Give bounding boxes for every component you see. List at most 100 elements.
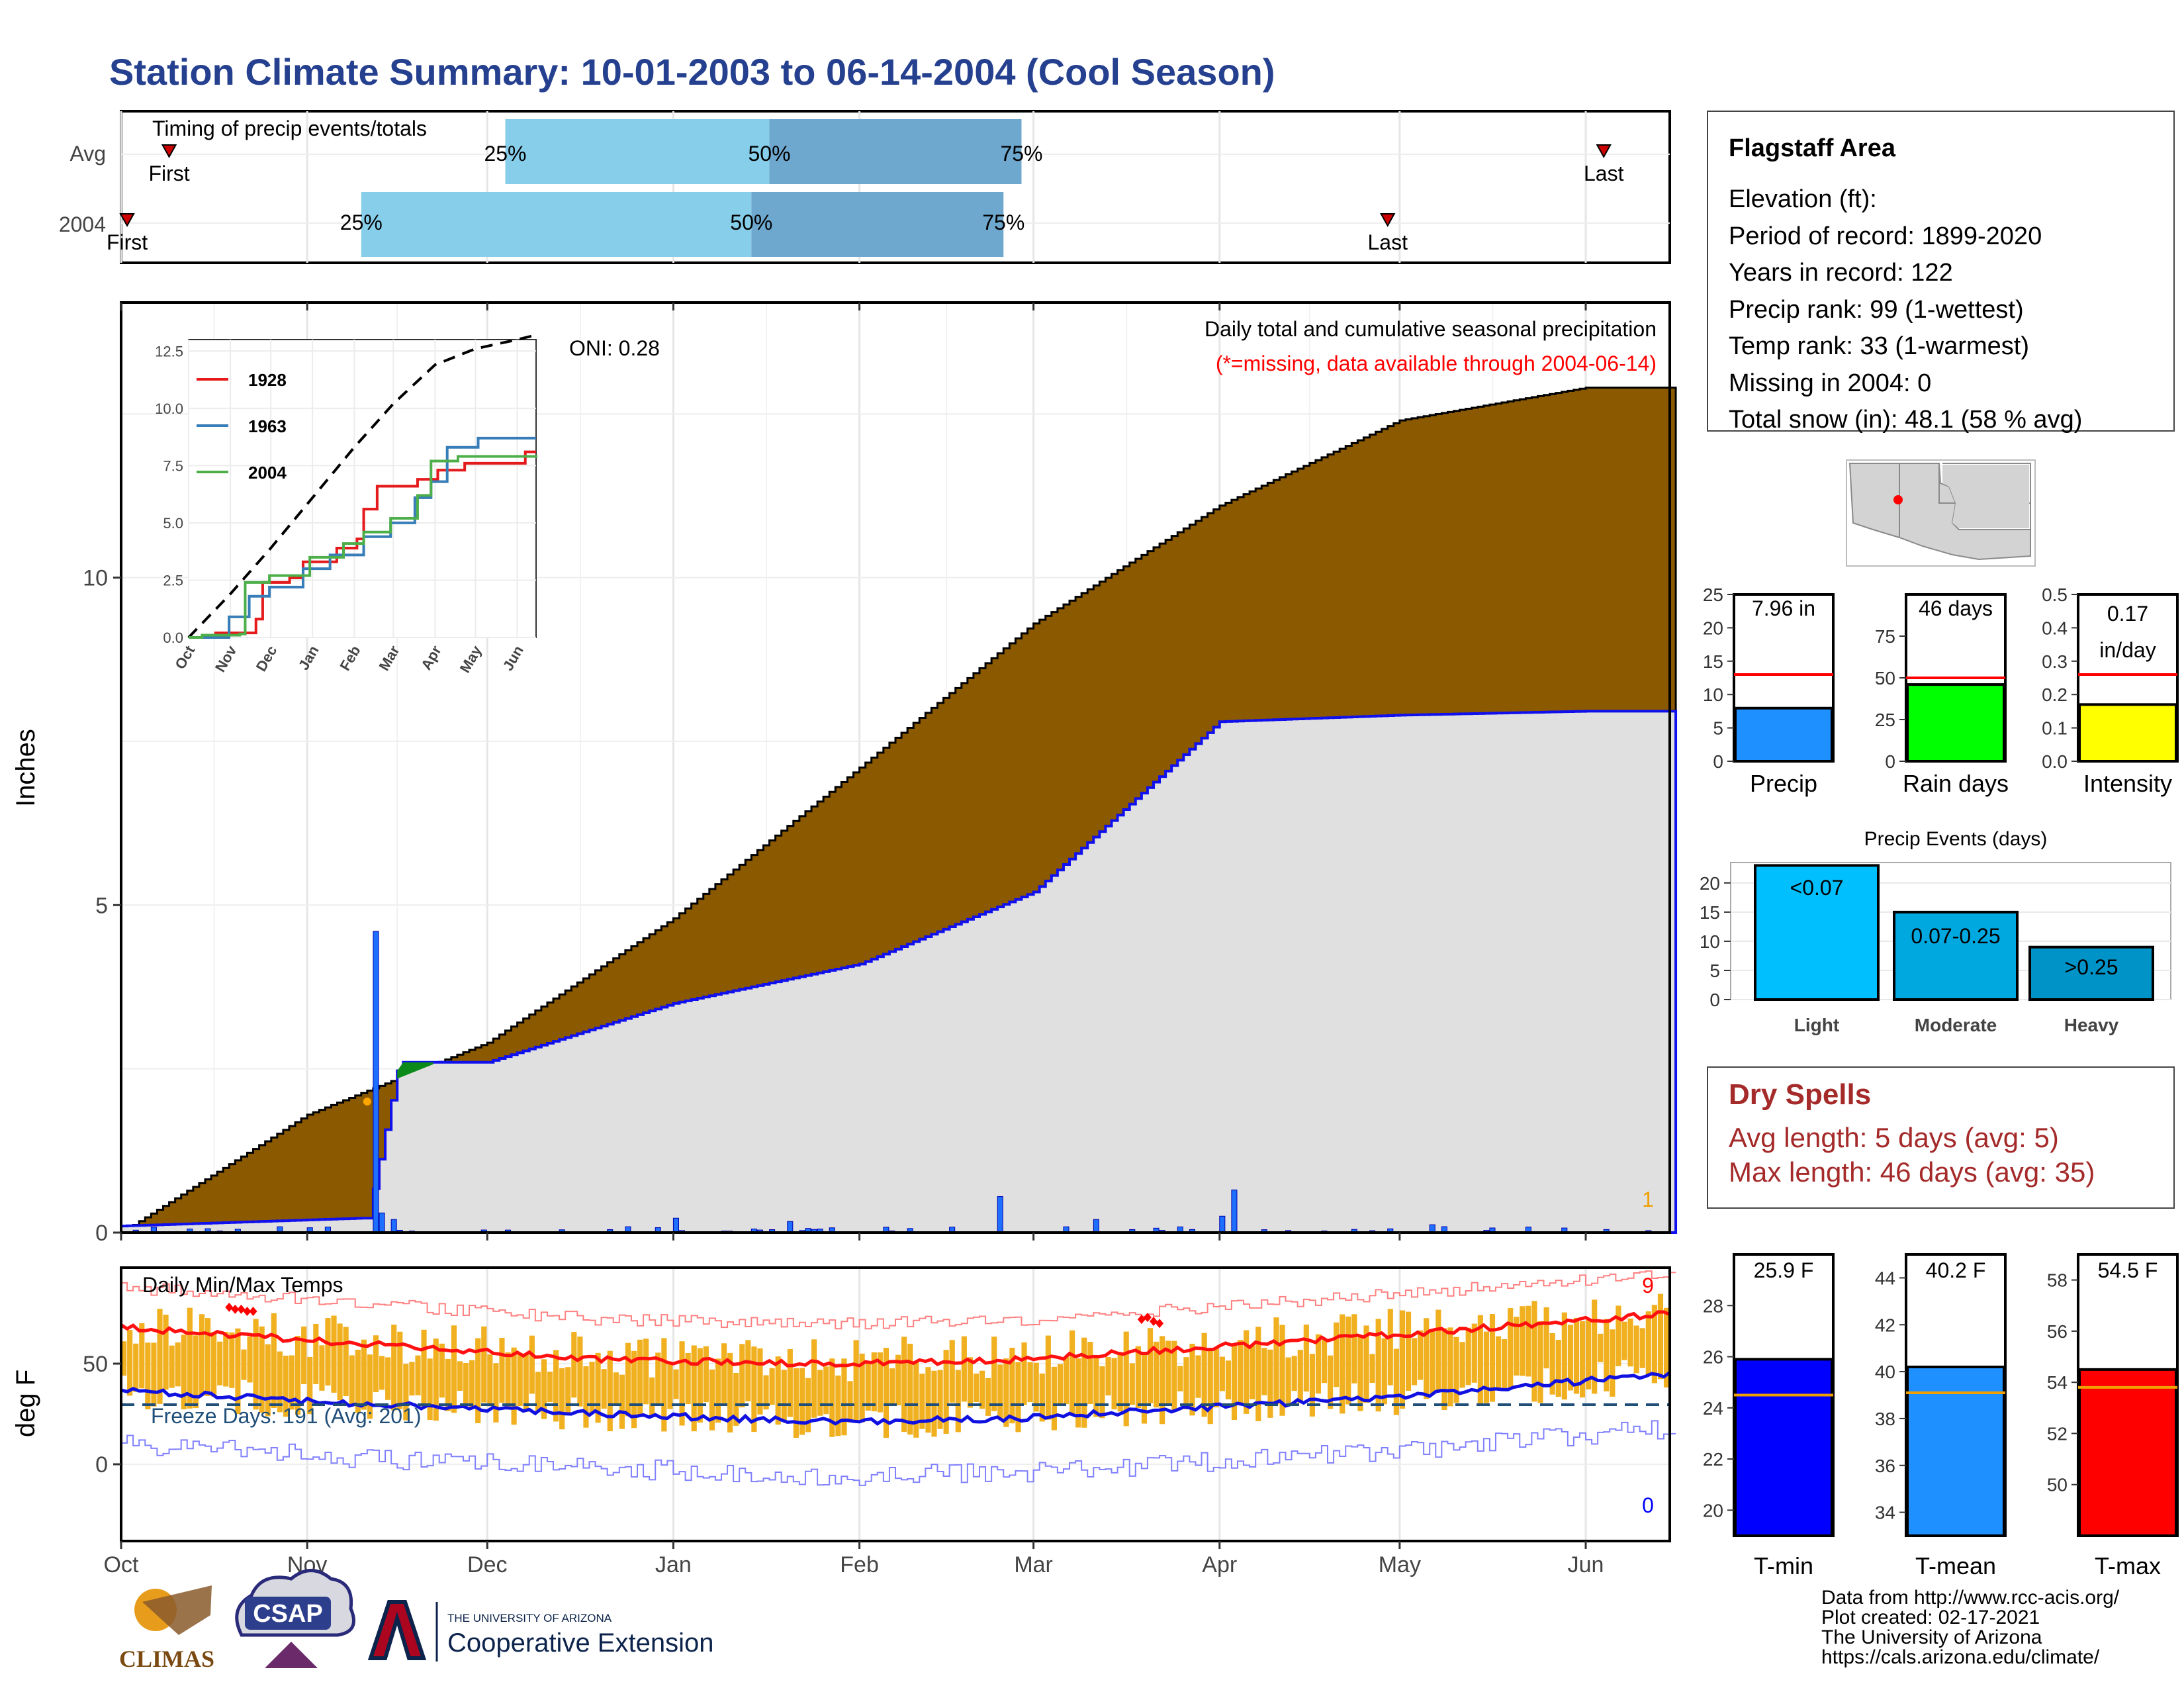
daily-temp-bar [1531,1301,1537,1402]
daily-temp-bar [1657,1293,1664,1380]
daily-temp-bar [265,1344,271,1417]
daily-temp-bar [1255,1327,1261,1421]
timing-label-75: 75% [1000,142,1042,165]
daily-temp-bar [433,1338,439,1421]
daily-temp-bar [1183,1357,1189,1409]
footer-line-created: Plot created: 02-17-2021 [1821,1607,2040,1628]
daily-temp-bar [823,1366,829,1415]
temp-panel: 0 50 Daily Min/Max Temps Freeze Days: 191… [11,1266,1676,1542]
daily-temp-bar [469,1360,475,1409]
stat-bar-ytick-label: 0 [1713,751,1723,772]
daily-temp-bar [949,1340,955,1403]
daily-temp-bar [1537,1321,1543,1403]
timing-marker-last-icon [1596,144,1612,159]
daily-temp-bar [1375,1319,1381,1412]
daily-temp-bar [1489,1314,1496,1402]
daily-temp-bar [1615,1305,1621,1366]
timing-label-25: 25% [484,142,526,165]
temp-bar-ytick-label: 24 [1703,1398,1723,1419]
daily-temp-bar [1027,1362,1033,1403]
month-tick-label: Jan [655,1552,692,1577]
temp-ylabel: deg F [11,1370,40,1437]
daily-temp-bar [595,1352,601,1423]
daily-temp-bar [637,1339,643,1417]
daily-temp-bar [1261,1348,1267,1395]
daily-temp-bar [1592,1299,1598,1394]
temp-bar-ytick-label: 26 [1703,1347,1723,1368]
daily-temp-bar [1610,1329,1615,1397]
daily-temp-bar [889,1368,895,1403]
timing-bar-50-75 [769,119,1022,184]
daily-temp-bar [1453,1336,1459,1403]
timing-panel-title: Timing of precip events/totals [152,117,427,140]
daily-temp-bar [391,1325,397,1411]
month-tick-label: Dec [467,1552,507,1577]
daily-temp-bar [835,1375,841,1436]
daily-temp-bar [1154,1341,1160,1408]
timing-panel: 25% 50% 75% First Last 25% 50% 75% First Last Tim… [59,110,1671,264]
daily-temp-bar [1309,1354,1315,1417]
record-high-markers [225,1302,1164,1329]
daily-temp-bar [343,1327,349,1396]
daily-temp-bar [1045,1335,1051,1420]
daily-temp-bar [1334,1322,1340,1387]
daily-temp-bar [787,1349,793,1417]
freeze-days-label: Freeze Days: 191 (Avg: 201) [151,1404,422,1428]
daily-temp-bar [877,1352,883,1413]
precip-event-bar [1754,864,1880,1002]
daily-temp-bar [793,1368,799,1438]
temp-ytick-label: 50 [83,1352,108,1377]
daily-temp-bar [517,1352,523,1406]
daily-temp-bar [1171,1340,1177,1411]
station-info-box: Flagstaff Area Elevation (ft): Period of… [1707,111,2175,434]
precip-ytick-label: 5 [95,893,108,918]
daily-temp-bar [499,1338,505,1403]
daily-temp-bar [847,1381,853,1423]
daily-temp-bar [505,1352,511,1408]
daily-temp-bar [1573,1317,1580,1394]
daily-temp-bar [511,1347,517,1425]
daily-temp-bar [967,1357,973,1408]
precip-corner-label: 1 [1642,1188,1654,1211]
inset-legend-label: 2004 [248,463,287,483]
oni-label: ONI: 0.28 [569,336,660,360]
daily-temp-bar [1195,1355,1201,1398]
daily-temp-bar [1567,1325,1573,1391]
temp-bar-label-tmin: T-min [1754,1552,1813,1579]
daily-temp-bar [1604,1319,1610,1391]
climas-logo-rain-icon [142,1585,212,1635]
daily-temp-bar [721,1343,727,1403]
daily-temp-bar [367,1354,373,1419]
stat-bar-value [1906,683,2005,763]
daily-temp-bar [1315,1334,1322,1394]
daily-temp-bar [301,1326,307,1384]
daily-temp-bar [1160,1336,1165,1425]
precip-event-bar-label-heavy: >0.25 [2065,955,2118,979]
daily-temp-bar [1129,1363,1135,1405]
stat-bar-ytick-label: 0.3 [2042,651,2068,672]
daily-temp-bar [1231,1344,1238,1421]
temp-yticks: 0 50 [83,1352,121,1477]
temp-bar-ytick-label: 58 [2047,1270,2068,1291]
daily-temp-bar [997,1364,1003,1419]
daily-temp-bar [1099,1366,1105,1419]
daily-temp-bar [1051,1366,1057,1430]
daily-temp-bar [1015,1362,1021,1432]
precip-marker [363,1098,371,1106]
daily-temp-bar [193,1335,199,1409]
daily-temp-bar [1543,1307,1549,1369]
daily-temp-bar [1357,1336,1363,1411]
precip-ylabel: Inches [11,729,40,807]
daily-temp-bar [571,1332,577,1398]
cumulative-precip-normal-area [120,710,1678,1234]
daily-temp-bar [1424,1318,1430,1399]
stat-bar-ytick-label: 10 [1703,684,1723,705]
daily-precip-bar [1231,1190,1238,1233]
daily-temp-bar [577,1336,583,1407]
daily-temp-bar [397,1331,403,1409]
daily-temp-bar [1621,1321,1627,1360]
daily-precip-bar [1093,1219,1099,1233]
precip-legend-note: (*=missing, data available through 2004-… [1216,352,1657,375]
record-high-marker-icon [1150,1317,1158,1327]
daily-temp-bar [1430,1331,1435,1395]
